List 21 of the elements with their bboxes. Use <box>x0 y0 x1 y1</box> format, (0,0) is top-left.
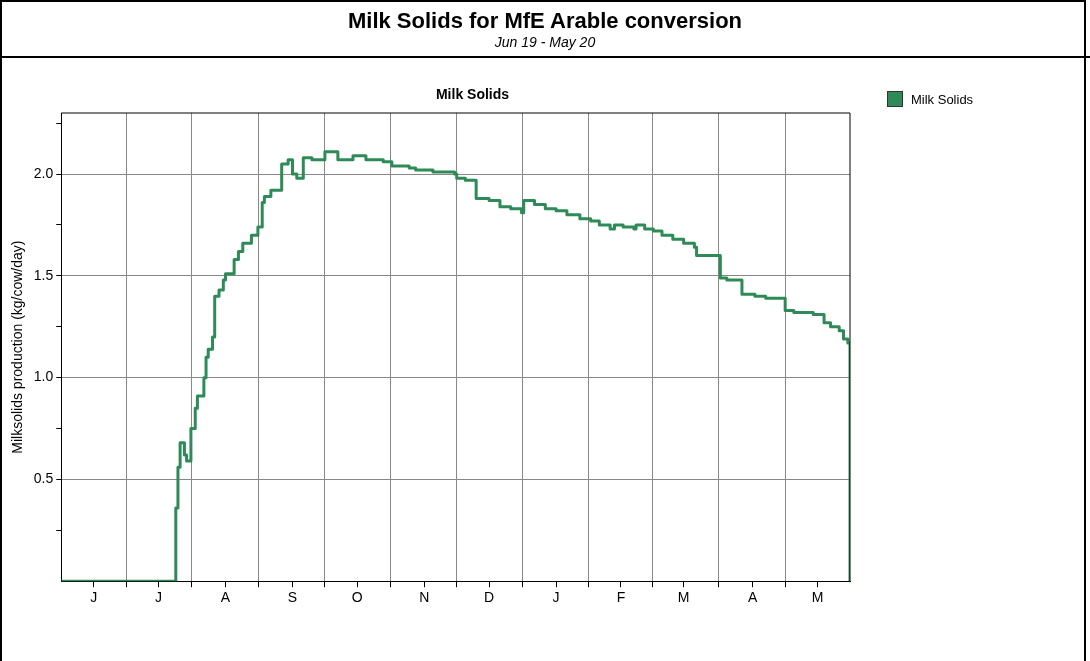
x-tick-label: O <box>351 589 363 606</box>
x-tick-label: J <box>90 589 98 606</box>
y-tick-label: 2.0 <box>33 164 54 181</box>
y-tick-label: 1.5 <box>33 266 54 283</box>
x-tick-label: D <box>484 589 495 606</box>
x-tick-label: A <box>748 589 759 606</box>
x-tick-label: A <box>220 589 231 606</box>
x-tick-label: M <box>677 589 690 606</box>
x-tick-label: M <box>811 589 824 606</box>
x-tick-label: J <box>552 589 560 606</box>
y-tick-label: 1.0 <box>33 368 54 385</box>
y-axis-title: Milksolids production (kg/cow/day) <box>9 240 26 454</box>
x-tick-label: J <box>155 589 162 606</box>
x-tick-label: S <box>287 589 298 606</box>
x-tick-label: N <box>419 589 430 606</box>
y-tick-label: 0.5 <box>33 470 54 487</box>
chart-title: Milk Solids for MfE Arable conversion <box>346 8 743 34</box>
text: Milk Solids <box>434 86 511 102</box>
legend-label: Milk Solids <box>911 91 974 107</box>
chart-subtitle: Jun 19 - May 20 <box>493 34 597 50</box>
x-tick-label: F <box>616 589 626 606</box>
